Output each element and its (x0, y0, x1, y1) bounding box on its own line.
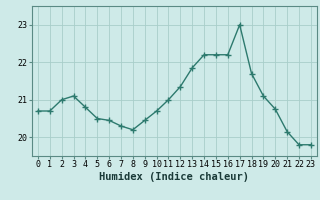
X-axis label: Humidex (Indice chaleur): Humidex (Indice chaleur) (100, 172, 249, 182)
